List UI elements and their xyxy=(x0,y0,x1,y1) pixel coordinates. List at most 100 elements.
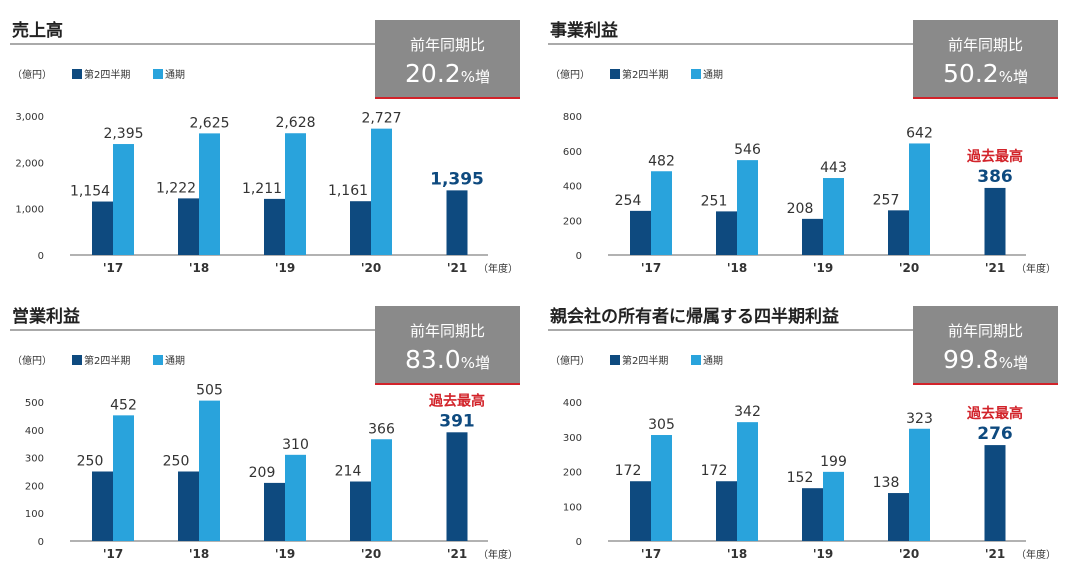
x-category-label: '18 xyxy=(727,261,747,275)
unit-label: （億円） xyxy=(12,68,52,81)
y-tick-label: 0 xyxy=(38,537,44,548)
bar-full xyxy=(823,471,844,541)
x-category-label: '18 xyxy=(189,547,209,561)
chart-title: 売上高 xyxy=(12,20,63,41)
y-tick-label: 800 xyxy=(563,112,582,123)
chart-title: 営業利益 xyxy=(12,306,80,327)
bar-full-value-label: 2,628 xyxy=(275,115,315,131)
bar-full-value-label: 2,625 xyxy=(189,115,229,131)
legend-swatch-full xyxy=(153,69,163,79)
bar-full-value-label: 310 xyxy=(282,437,309,453)
bar-q2 xyxy=(630,210,651,255)
x-category-label: '17 xyxy=(641,547,661,561)
bar-q2-value-label: 152 xyxy=(787,470,814,486)
yoy-suffix: %増 xyxy=(461,68,490,86)
yoy-box xyxy=(375,306,520,384)
bar-full-value-label: 505 xyxy=(196,383,223,399)
legend-label-q2: 第2四半期 xyxy=(622,354,668,367)
yoy-label: 前年同期比 xyxy=(948,36,1023,54)
y-tick-label: 100 xyxy=(25,509,44,520)
yoy-label: 前年同期比 xyxy=(948,322,1023,340)
chart-title: 事業利益 xyxy=(550,20,618,41)
yoy-value: 20.2%増 xyxy=(405,59,490,88)
unit-label: （億円） xyxy=(550,68,590,81)
bar-q2 xyxy=(984,187,1006,255)
legend-swatch-q2 xyxy=(72,69,82,79)
bar-q2-value-label: 251 xyxy=(701,193,728,209)
bar-full xyxy=(651,435,672,541)
bar-q2 xyxy=(446,190,468,255)
legend-label-q2: 第2四半期 xyxy=(622,68,668,81)
y-tick-label: 100 xyxy=(563,502,582,513)
legend-label-full: 通期 xyxy=(703,355,723,367)
legend-swatch-full xyxy=(153,355,163,365)
bar-full xyxy=(737,160,758,255)
y-tick-label: 200 xyxy=(563,216,582,227)
bar-full xyxy=(199,133,220,255)
bar-q2-value-label: 138 xyxy=(873,475,900,491)
year-unit-label: （年度） xyxy=(1016,262,1056,275)
yoy-box xyxy=(913,20,1058,98)
bar-q2-value-label: 214 xyxy=(335,464,362,480)
bar-full xyxy=(113,415,134,541)
bar-q2 xyxy=(802,488,823,541)
y-tick-label: 400 xyxy=(563,182,582,193)
yoy-number: 50.2 xyxy=(943,59,999,88)
bar-full-value-label: 2,727 xyxy=(361,111,401,127)
y-tick-label: 1,000 xyxy=(15,205,44,216)
bar-q2-value-label: 276 xyxy=(977,424,1013,444)
y-tick-label: 300 xyxy=(25,454,44,465)
bar-q2 xyxy=(716,481,737,541)
x-category-label: '20 xyxy=(899,547,919,561)
bar-full-value-label: 642 xyxy=(906,125,933,141)
bar-full-value-label: 2,395 xyxy=(103,126,143,142)
bar-q2-value-label: 172 xyxy=(615,463,642,479)
yoy-value: 83.0%増 xyxy=(405,345,490,374)
yoy-value: 99.8%増 xyxy=(943,345,1028,374)
legend-swatch-q2 xyxy=(610,69,620,79)
y-tick-label: 0 xyxy=(576,537,582,548)
legend-swatch-full xyxy=(691,69,701,79)
x-category-label: '17 xyxy=(103,547,123,561)
bar-q2-value-label: 1,395 xyxy=(430,169,484,189)
legend-label-full: 通期 xyxy=(165,355,185,367)
bar-full xyxy=(737,422,758,541)
chart-panel-business-profit: 事業利益 前年同期比 50.2%増 （億円） 第2四半期 通期 0 200 400 600 800 2… xyxy=(548,10,1078,298)
bar-q2-value-label: 250 xyxy=(77,454,104,470)
bar-full-value-label: 482 xyxy=(648,153,675,169)
yoy-suffix: %増 xyxy=(461,354,490,372)
bar-full xyxy=(371,128,392,255)
bar-q2 xyxy=(264,482,285,541)
bar-full xyxy=(909,428,930,541)
x-category-label: '19 xyxy=(275,547,295,561)
bar-q2 xyxy=(802,218,823,255)
x-category-label: '21 xyxy=(985,261,1005,275)
bar-q2-value-label: 208 xyxy=(787,201,814,217)
bar-q2-value-label: 250 xyxy=(163,454,190,470)
legend-label-q2: 第2四半期 xyxy=(84,68,130,81)
bar-q2-value-label: 257 xyxy=(873,192,900,208)
bar-full-value-label: 342 xyxy=(734,404,761,420)
bar-full-value-label: 546 xyxy=(734,142,761,158)
bar-q2 xyxy=(984,445,1006,541)
chart-panel-operating-profit: 営業利益 前年同期比 83.0%増 （億円） 第2四半期 通期 0 100 200 300 400 5… xyxy=(10,296,540,584)
bar-full xyxy=(371,439,392,541)
y-tick-label: 2,000 xyxy=(15,158,44,169)
record-high-label: 過去最高 xyxy=(966,405,1023,422)
record-high-label: 過去最高 xyxy=(428,392,485,409)
bar-full xyxy=(285,133,306,255)
y-tick-label: 500 xyxy=(25,398,44,409)
legend-swatch-q2 xyxy=(72,355,82,365)
x-category-label: '19 xyxy=(813,261,833,275)
yoy-box xyxy=(375,20,520,98)
y-tick-label: 400 xyxy=(563,398,582,409)
legend-label-full: 通期 xyxy=(703,69,723,81)
bar-full xyxy=(823,178,844,255)
x-category-label: '21 xyxy=(447,261,467,275)
bar-q2 xyxy=(716,211,737,255)
year-unit-label: （年度） xyxy=(478,548,518,561)
bar-full-value-label: 443 xyxy=(820,160,847,176)
x-category-label: '21 xyxy=(985,547,1005,561)
